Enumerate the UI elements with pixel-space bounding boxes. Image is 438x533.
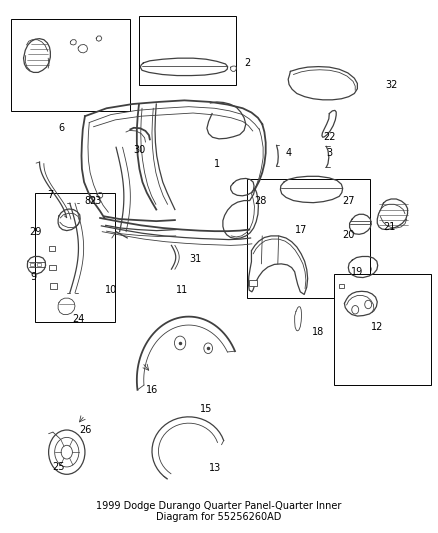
Text: 10: 10	[105, 285, 117, 295]
Text: 19: 19	[351, 267, 364, 277]
Text: 2: 2	[244, 59, 250, 68]
Text: 27: 27	[343, 196, 355, 206]
Text: 13: 13	[208, 463, 221, 473]
Text: 12: 12	[371, 322, 383, 332]
Bar	[49, 246, 55, 251]
Bar	[334, 274, 431, 385]
Bar	[49, 265, 56, 270]
Bar	[247, 180, 371, 298]
Text: 24: 24	[72, 314, 85, 324]
Bar	[35, 192, 115, 322]
Text: 23: 23	[89, 196, 102, 206]
Text: 32: 32	[386, 79, 398, 90]
Text: 1: 1	[214, 159, 220, 168]
Bar	[11, 19, 131, 111]
Text: 29: 29	[29, 227, 42, 237]
Text: 31: 31	[189, 254, 201, 264]
Text: 17: 17	[295, 224, 307, 235]
Text: 20: 20	[343, 230, 355, 240]
Text: 6: 6	[58, 123, 64, 133]
Text: 30: 30	[133, 146, 145, 156]
Bar	[139, 16, 236, 85]
Text: 28: 28	[254, 196, 266, 206]
Bar	[37, 263, 41, 266]
Text: 11: 11	[176, 285, 188, 295]
Text: 15: 15	[200, 404, 212, 414]
Text: 25: 25	[53, 462, 65, 472]
Text: 16: 16	[146, 385, 158, 395]
Text: 18: 18	[312, 327, 325, 337]
Bar	[249, 280, 257, 286]
Text: 4: 4	[285, 148, 291, 158]
Text: 1999 Dodge Durango Quarter Panel-Quarter Inner
Diagram for 55256260AD: 1999 Dodge Durango Quarter Panel-Quarter…	[96, 500, 342, 522]
Bar	[50, 283, 57, 289]
Bar	[339, 284, 344, 288]
Text: 3: 3	[326, 148, 332, 158]
Text: 21: 21	[384, 222, 396, 232]
Text: 9: 9	[31, 272, 37, 282]
Text: 8: 8	[84, 196, 90, 206]
Text: 26: 26	[79, 425, 91, 435]
Bar	[30, 263, 34, 266]
Text: 22: 22	[323, 132, 336, 142]
Text: 7: 7	[47, 190, 53, 200]
